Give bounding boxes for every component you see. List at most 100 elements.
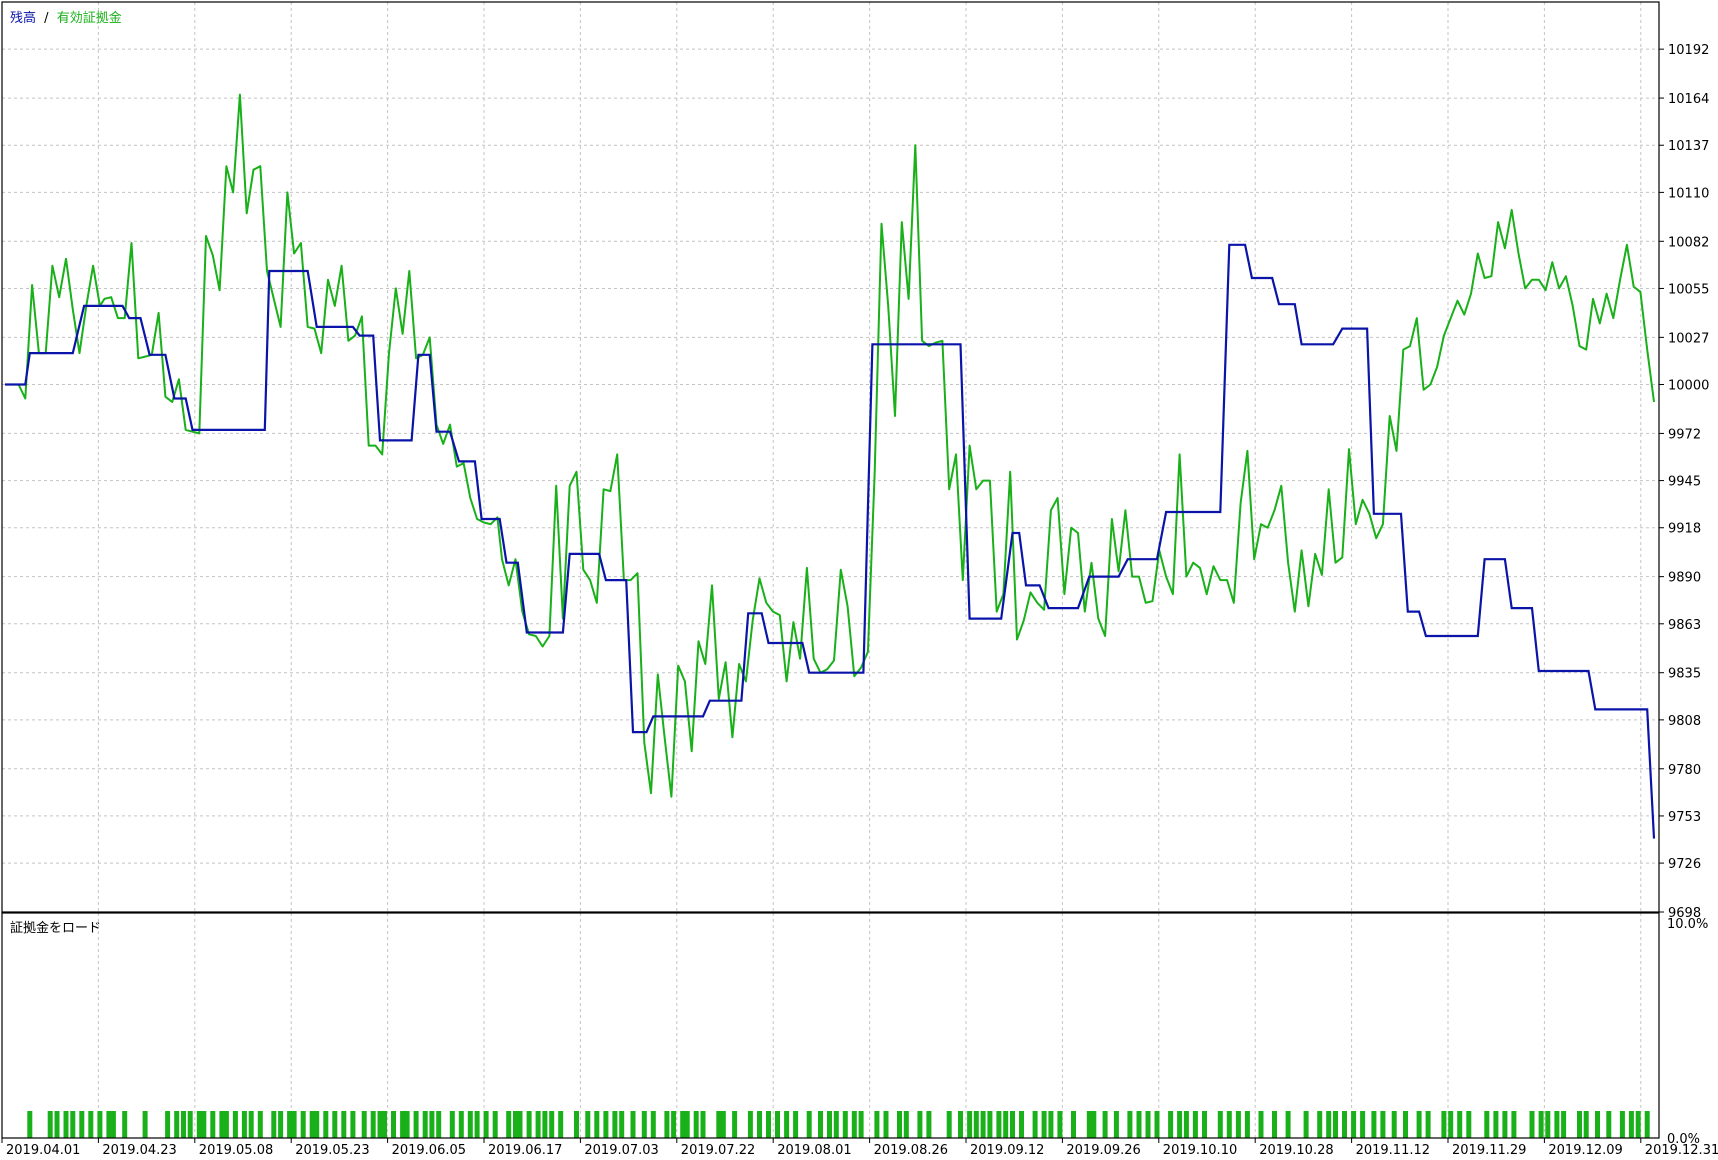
- margin-load-bar: [1380, 1111, 1386, 1138]
- x-tick-label: 2019.09.26: [1066, 1143, 1140, 1156]
- margin-load-bar: [967, 1111, 973, 1138]
- margin-load-bar: [323, 1111, 329, 1138]
- margin-load-bar: [996, 1111, 1002, 1138]
- margin-load-bar: [97, 1111, 103, 1138]
- load-ytick-min: 0.0%: [1667, 1132, 1700, 1147]
- margin-load-bar: [1448, 1111, 1454, 1138]
- margin-load-bar: [1183, 1111, 1189, 1138]
- margin-load-bar: [684, 1111, 690, 1138]
- y-tick-label: 9972: [1668, 427, 1701, 442]
- margin-load-bar: [181, 1111, 186, 1138]
- margin-load-bar: [1217, 1111, 1223, 1138]
- margin-load-bar: [641, 1111, 647, 1138]
- legend-equity: 有効証拠金: [57, 10, 122, 26]
- margin-load-bar: [585, 1111, 591, 1138]
- main-lines: [5, 93, 1656, 839]
- margin-load-bar: [987, 1111, 993, 1138]
- y-tick-label: 9698: [1668, 906, 1701, 921]
- margin-load-bar: [1258, 1111, 1264, 1138]
- margin-load-bar: [142, 1111, 148, 1138]
- load-pane-frame: [1, 912, 1660, 1139]
- margin-load-bar: [858, 1111, 864, 1138]
- margin-load-bar: [1285, 1111, 1291, 1138]
- margin-load-bar: [1561, 1111, 1567, 1138]
- margin-load-bar: [1086, 1111, 1092, 1138]
- margin-load-bar: [827, 1111, 832, 1138]
- margin-load-bar: [946, 1111, 952, 1138]
- margin-load-bar: [680, 1111, 686, 1138]
- margin-load-bar: [926, 1111, 932, 1138]
- margin-load-bar: [1371, 1111, 1377, 1138]
- margin-load-bar: [1342, 1111, 1347, 1138]
- x-tick-label: 2019.12.31: [1645, 1143, 1718, 1156]
- margin-load-bar: [903, 1111, 909, 1138]
- margin-load-bar: [1619, 1111, 1625, 1138]
- x-tick-label: 2019.10.10: [1163, 1143, 1237, 1156]
- margin-load-bar: [542, 1111, 548, 1138]
- margin-load-bar: [917, 1111, 923, 1138]
- margin-load-bar: [110, 1111, 116, 1138]
- margin-load-bar: [833, 1111, 839, 1138]
- margin-load-bar: [429, 1111, 435, 1138]
- y-tick-label: 9863: [1668, 618, 1701, 633]
- margin-load-bar: [314, 1111, 320, 1138]
- margin-load-bar: [517, 1111, 523, 1138]
- margin-load-bar: [1326, 1111, 1332, 1138]
- margin-load-bar: [1071, 1111, 1076, 1138]
- margin-load-bar: [1416, 1111, 1422, 1138]
- margin-load-bar: [558, 1111, 564, 1138]
- margin-load-bar: [413, 1111, 419, 1138]
- margin-load-bar: [973, 1111, 979, 1138]
- margin-load-bar: [187, 1111, 193, 1138]
- x-tick-label: 2019.09.12: [970, 1143, 1044, 1156]
- margin-load-bar: [377, 1111, 383, 1138]
- margin-load-bar: [492, 1111, 498, 1138]
- margin-load-bar: [1554, 1111, 1560, 1138]
- margin-load-bar: [1102, 1111, 1108, 1138]
- margin-load-bar: [664, 1111, 670, 1138]
- margin-load-bar: [775, 1111, 780, 1138]
- margin-load-bar: [63, 1111, 69, 1138]
- margin-load-bar: [1145, 1111, 1151, 1138]
- margin-load-bar: [391, 1111, 396, 1138]
- margin-load-bar: [88, 1111, 94, 1138]
- margin-load-bar: [1493, 1111, 1499, 1138]
- margin-load-bar: [1041, 1111, 1047, 1138]
- margin-load-bar: [350, 1111, 356, 1138]
- x-tick-label: 2019.11.12: [1356, 1143, 1430, 1156]
- margin-load-bar: [1538, 1111, 1544, 1138]
- margin-load-bar: [1192, 1111, 1198, 1138]
- y-tick-label: 9890: [1668, 571, 1701, 586]
- x-tick-label: 2019.08.01: [777, 1143, 851, 1156]
- legend: 残高 / 有効証拠金: [10, 10, 122, 26]
- margin-load-bar: [1235, 1111, 1241, 1138]
- margin-load-bar: [467, 1111, 473, 1138]
- margin-load-bar: [474, 1111, 480, 1138]
- margin-load-bar: [47, 1111, 53, 1138]
- margin-load-bar: [818, 1111, 823, 1138]
- x-tick-label: 2019.05.23: [295, 1143, 369, 1156]
- margin-load-bar: [1003, 1111, 1009, 1138]
- margin-load-bar: [223, 1111, 229, 1138]
- y-tick-label: 9808: [1668, 714, 1701, 729]
- margin-load-bar: [370, 1111, 376, 1138]
- margin-load-bar: [201, 1111, 207, 1138]
- margin-load-bar: [700, 1111, 706, 1138]
- margin-load-bar: [1529, 1111, 1535, 1138]
- margin-load-bar: [27, 1111, 33, 1138]
- margin-load-bar: [1127, 1111, 1133, 1138]
- margin-load-bar: [458, 1111, 464, 1138]
- x-tick-label: 2019.04.23: [102, 1143, 176, 1156]
- margin-load-bar: [1244, 1111, 1250, 1138]
- margin-load-bar: [1502, 1111, 1508, 1138]
- margin-load-bar: [1317, 1111, 1323, 1138]
- margin-load-bar: [535, 1111, 541, 1138]
- margin-load-bar: [1168, 1111, 1174, 1138]
- load-grid: [97, 913, 1642, 1138]
- margin-load-bar: [526, 1111, 532, 1138]
- margin-load-bar: [165, 1111, 171, 1138]
- margin-load-bar: [1113, 1111, 1119, 1138]
- margin-load-bar: [1441, 1111, 1447, 1138]
